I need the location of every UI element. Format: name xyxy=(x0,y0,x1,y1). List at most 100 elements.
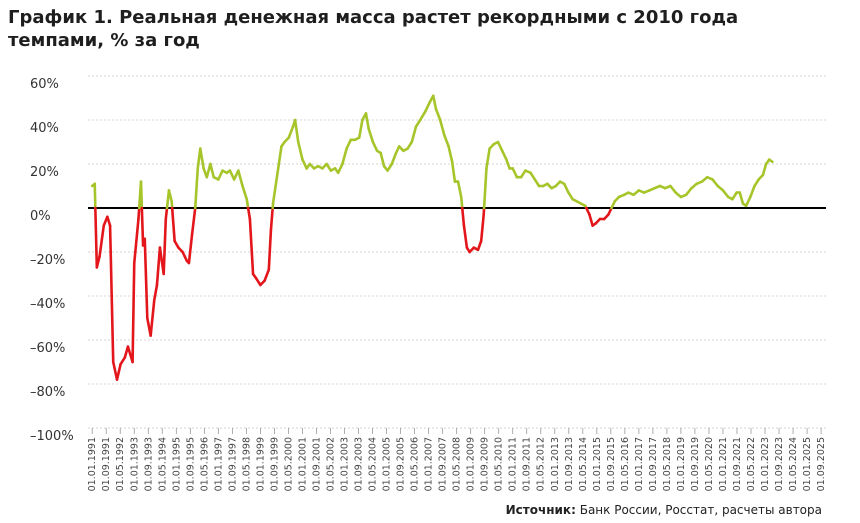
line-segment xyxy=(248,217,255,276)
y-tick-label: 60% xyxy=(30,77,59,92)
line-segment xyxy=(450,160,457,183)
x-tick-label: 01.01.2001 xyxy=(297,437,308,491)
line-segment xyxy=(115,362,122,381)
line-segment xyxy=(152,283,159,302)
line-segment xyxy=(131,261,136,364)
line-segment xyxy=(434,107,442,122)
line-segment xyxy=(296,140,304,161)
source-text: Банк России, Росстат, расчеты автора xyxy=(580,503,822,517)
line-segment xyxy=(767,158,774,164)
line-segment xyxy=(424,101,431,113)
source: Источник: Банк России, Росстат, расчеты … xyxy=(506,503,822,517)
y-tick-label: 40% xyxy=(30,121,59,136)
x-tick-label: 01.05.2006 xyxy=(410,437,421,491)
line-segment xyxy=(562,182,570,194)
line-segment xyxy=(456,180,463,199)
line-segment xyxy=(325,162,333,172)
y-tick-label: –80% xyxy=(30,385,65,400)
y-tick-label: –40% xyxy=(30,297,65,312)
line-segment xyxy=(443,134,450,148)
x-tick-label: 01.05.2002 xyxy=(325,437,336,491)
line-segment xyxy=(164,206,169,221)
x-tick-label: 01.05.2008 xyxy=(452,437,463,491)
line-segment xyxy=(271,173,279,205)
x-tick-label: 01.09.2007 xyxy=(438,437,449,491)
x-tick-label: 01.09.2011 xyxy=(522,437,533,491)
line-segment xyxy=(275,145,283,177)
y-tick-label: –100% xyxy=(30,429,74,444)
line-segment xyxy=(155,246,162,287)
line-segment xyxy=(406,140,414,150)
line-segment xyxy=(237,169,244,188)
line-segment xyxy=(345,138,353,150)
line-segment xyxy=(438,118,446,137)
line-segment xyxy=(431,94,438,111)
x-tick-label: 01.05.2000 xyxy=(283,437,294,491)
line-segment xyxy=(143,237,149,320)
line-segment xyxy=(533,178,541,188)
y-tick-label: 20% xyxy=(30,165,59,180)
chart-title: График 1. Реальная денежная масса растет… xyxy=(8,7,738,28)
line-segment xyxy=(738,191,745,205)
line-segment xyxy=(241,184,249,201)
line-segment xyxy=(367,127,375,144)
line-segment xyxy=(505,158,511,170)
line-segment xyxy=(98,224,106,258)
line-segment xyxy=(567,191,574,201)
line-segment xyxy=(711,178,720,188)
line-segment xyxy=(460,206,466,227)
line-segment xyxy=(485,147,491,170)
source-label: Источник: xyxy=(506,503,576,517)
x-tick-label: 01.01.2009 xyxy=(466,437,477,491)
line-segment xyxy=(731,191,738,201)
x-tick-label: 01.01.2011 xyxy=(508,437,519,491)
line-segment xyxy=(293,118,300,144)
x-tick-label: 01.09.2025 xyxy=(816,437,827,491)
x-tick-label: 01.05.2018 xyxy=(662,437,673,491)
x-tick-label: 01.01.2003 xyxy=(340,437,351,491)
x-tick-label: 01.09.1995 xyxy=(185,437,196,491)
x-tick-label: 01.09.2015 xyxy=(606,437,617,491)
line-segment xyxy=(511,167,519,179)
line-segment xyxy=(106,215,112,227)
x-tick-label: 01.09.2009 xyxy=(480,437,491,491)
line-segment xyxy=(669,184,677,194)
x-tick-label: 01.01.2013 xyxy=(550,437,561,491)
x-tick-label: 01.01.2021 xyxy=(718,437,729,491)
x-tick-label: 01.01.2019 xyxy=(676,437,687,491)
line-segment xyxy=(167,189,173,203)
line-segment xyxy=(95,255,101,269)
line-segment xyxy=(187,233,194,265)
line-segment xyxy=(459,195,464,210)
line-segment xyxy=(482,167,488,210)
line-segment xyxy=(245,197,250,210)
line-segment xyxy=(476,239,483,252)
line-segment xyxy=(418,109,427,122)
y-tick-label: 0% xyxy=(30,209,51,224)
line-segment xyxy=(119,356,127,366)
x-tick-label: 01.01.1999 xyxy=(255,437,266,491)
x-tick-label: 01.09.2013 xyxy=(564,437,575,491)
x-tick-label: 01.01.1991 xyxy=(87,437,98,491)
x-tick-label: 01.09.2017 xyxy=(648,437,659,491)
x-tick-label: 01.01.1993 xyxy=(129,437,140,491)
line-segment xyxy=(684,186,693,197)
x-tick-label: 01.09.2023 xyxy=(774,437,785,491)
line-segment xyxy=(140,206,145,247)
line-segment xyxy=(181,250,189,263)
x-tick-label: 01.09.2005 xyxy=(396,437,407,491)
x-tick-label: 01.01.2025 xyxy=(802,437,813,491)
x-tick-label: 01.05.2014 xyxy=(578,437,589,491)
x-tick-label: 01.09.2021 xyxy=(732,437,743,491)
x-tick-label: 01.05.1994 xyxy=(157,437,168,491)
line-segment xyxy=(269,206,274,232)
line-segment xyxy=(287,125,295,139)
x-tick-label: 01.09.1993 xyxy=(143,437,154,491)
x-tick-label: 01.05.2004 xyxy=(368,437,379,491)
line-segment xyxy=(94,206,99,269)
line-segment xyxy=(357,118,364,139)
line-segment xyxy=(414,118,422,128)
line-segment xyxy=(341,147,348,166)
x-tick-label: 01.01.2005 xyxy=(382,437,393,491)
